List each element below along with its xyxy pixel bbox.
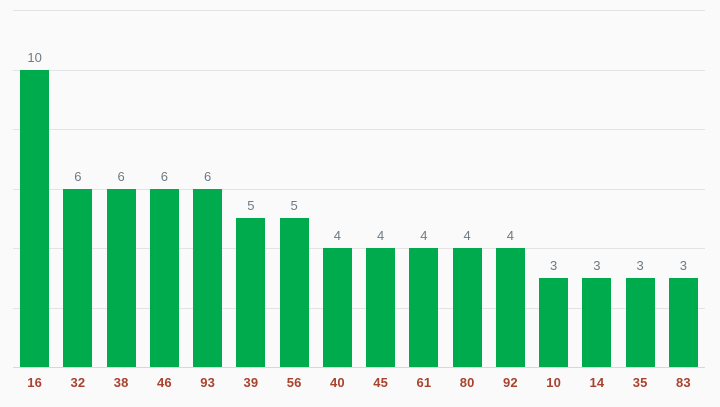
bar-80[interactable]	[452, 248, 482, 367]
value-label-80: 4	[463, 228, 471, 243]
x-axis-label-38: 38	[113, 375, 129, 390]
value-label-45: 4	[377, 228, 385, 243]
bar-46[interactable]	[149, 188, 179, 367]
bar-38[interactable]	[106, 188, 136, 367]
value-label-40: 4	[333, 228, 341, 243]
bar-56[interactable]	[279, 218, 309, 367]
bar-83[interactable]	[668, 277, 698, 367]
value-label-14: 3	[593, 257, 601, 273]
gridline-2	[13, 307, 705, 309]
value-label-16: 10	[27, 49, 42, 65]
value-label-83: 3	[679, 257, 687, 273]
bar-14[interactable]	[582, 277, 612, 367]
plot-area: 10 6 6 6 6 5 5 4 4 4 4 4 3 3 3 3	[13, 10, 705, 368]
value-label-93: 6	[204, 168, 212, 184]
x-axis-label-83: 83	[675, 375, 691, 390]
value-label-61: 4	[420, 228, 428, 243]
value-label-92: 4	[506, 228, 514, 243]
bar-93[interactable]	[193, 188, 223, 367]
gridline-4	[13, 248, 705, 249]
value-label-38: 6	[117, 168, 125, 184]
x-axis-label-93: 93	[200, 375, 216, 390]
x-axis-label-56: 56	[286, 375, 302, 390]
x-axis-label-45: 45	[373, 375, 389, 390]
gridline-8	[13, 129, 705, 130]
value-label-46: 6	[160, 168, 168, 184]
gridline-6	[13, 188, 705, 190]
x-axis-label-14: 14	[589, 375, 605, 390]
x-axis-label-46: 46	[156, 375, 172, 390]
value-label-56: 5	[290, 198, 298, 214]
x-axis-label-16: 16	[27, 375, 43, 390]
x-axis-label-39: 39	[243, 375, 259, 390]
value-label-10: 3	[550, 257, 558, 273]
bar-61[interactable]	[409, 248, 439, 367]
value-label-39: 5	[247, 198, 255, 214]
gridline-10	[13, 69, 705, 71]
value-label-35: 3	[636, 257, 644, 273]
x-axis-label-61: 61	[416, 375, 432, 390]
x-axis-labels: 16 32 38 46 93 39 56 40 45 61 80 92 10 14 35 83	[13, 375, 705, 393]
value-label-32: 6	[74, 168, 82, 184]
bar-92[interactable]	[495, 248, 525, 367]
bar-10[interactable]	[539, 277, 569, 367]
bar-45[interactable]	[366, 248, 396, 367]
x-axis-label-32: 32	[70, 375, 86, 390]
bar-40[interactable]	[322, 248, 352, 367]
x-axis-label-40: 40	[329, 375, 345, 390]
bar-39[interactable]	[236, 218, 266, 367]
bar-16[interactable]	[20, 69, 50, 367]
bar-35[interactable]	[625, 277, 655, 367]
bar-32[interactable]	[63, 188, 93, 367]
x-axis-label-80: 80	[459, 375, 475, 390]
x-axis-line	[13, 367, 705, 368]
x-axis-label-10: 10	[546, 375, 562, 390]
gridline-12	[13, 10, 705, 11]
x-axis-label-92: 92	[502, 375, 518, 390]
x-axis-label-35: 35	[632, 375, 648, 390]
